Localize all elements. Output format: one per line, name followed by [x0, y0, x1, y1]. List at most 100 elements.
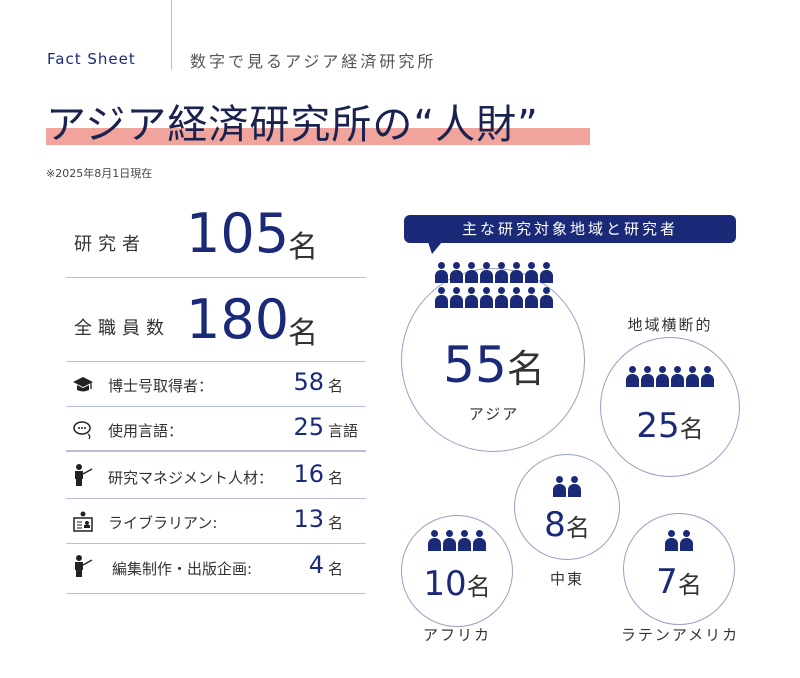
- speech-bubbles-icon: [73, 421, 91, 440]
- detail-label: 研究マネジメント人材：: [108, 469, 274, 487]
- region-value-middle-east: 8名: [514, 505, 620, 545]
- detail-row: 編集制作・出版企画: 4 名: [66, 545, 366, 594]
- person-icon: [686, 366, 699, 387]
- person-icon: [458, 530, 471, 551]
- person-icon: [450, 262, 463, 283]
- region-name-africa: アフリカ: [422, 626, 491, 644]
- person-icon: [568, 476, 581, 497]
- detail-value: 4: [308, 551, 324, 579]
- person-icon: [540, 262, 553, 283]
- region-name-middle-east: 中東: [549, 570, 584, 588]
- people-icons-cross-regional: [600, 366, 740, 387]
- presenter-icon: [75, 464, 93, 486]
- region-circle-cross-regional: [600, 337, 740, 477]
- person-icon: [525, 262, 538, 283]
- person-icon: [443, 530, 456, 551]
- region-circle-asia: [401, 268, 585, 452]
- fact-sheet-label: Fact Sheet: [47, 50, 136, 68]
- person-icon: [671, 366, 684, 387]
- detail-value: 13: [293, 505, 324, 533]
- title-highlight: [46, 128, 590, 145]
- detail-unit: 名: [328, 560, 344, 578]
- detail-row: 研究マネジメント人材： 16 名: [66, 454, 366, 499]
- detail-row: 博士号取得者： 58 名: [66, 362, 366, 407]
- person-icon: [473, 530, 486, 551]
- person-icon: [510, 287, 523, 308]
- people-icons-latin-america: [623, 530, 735, 551]
- people-icons-asia: [433, 262, 555, 308]
- person-icon: [510, 262, 523, 283]
- region-circle-middle-east: [514, 454, 620, 560]
- region-value-cross-regional: 25名: [600, 406, 740, 446]
- detail-value: 25: [293, 413, 324, 441]
- person-icon: [465, 287, 478, 308]
- id-card-icon: [73, 511, 93, 532]
- detail-label: 使用言語：: [108, 422, 184, 440]
- summary-label: 全職員数: [74, 318, 170, 339]
- person-icon: [465, 262, 478, 283]
- person-icon: [540, 287, 553, 308]
- summary-label: 研究者: [74, 234, 146, 255]
- person-icon: [480, 262, 493, 283]
- subtitle: 数字で見るアジア経済研究所: [190, 52, 437, 71]
- person-icon: [435, 287, 448, 308]
- detail-unit: 名: [328, 514, 344, 532]
- region-circle-latin-america: [623, 513, 735, 625]
- region-name-latin-america: ラテンアメリカ: [620, 626, 740, 644]
- summary-unit: 名: [288, 316, 318, 351]
- person-icon: [641, 366, 654, 387]
- detail-value: 16: [293, 460, 324, 488]
- region-name-cross-regional: 地域横断的: [627, 316, 713, 334]
- page-title: アジア経済研究所の“人財”: [46, 102, 539, 148]
- value: 8: [544, 505, 566, 545]
- value: 25: [636, 406, 680, 446]
- region-value-africa: 10名: [401, 564, 513, 604]
- people-icons-africa: [401, 530, 513, 551]
- region-value-asia: 55名: [402, 336, 586, 394]
- presenter-icon: [75, 555, 93, 577]
- detail-label: 編集制作・出版企画:: [112, 560, 253, 578]
- detail-label: 博士号取得者：: [108, 377, 214, 395]
- unit: 名: [677, 571, 702, 599]
- as-of-note: ※2025年8月1日現在: [46, 167, 153, 180]
- value: 7: [656, 562, 678, 602]
- person-icon: [495, 262, 508, 283]
- person-icon: [480, 287, 493, 308]
- person-icon: [701, 366, 714, 387]
- detail-unit: 名: [328, 469, 344, 487]
- detail-value: 58: [293, 368, 324, 396]
- detail-row: ライブラリアン: 13 名: [66, 499, 366, 544]
- regions-heading: 主な研究対象地域と研究者: [404, 215, 736, 243]
- person-icon: [680, 530, 693, 551]
- bubble-tail: [428, 242, 442, 254]
- region-name-asia: アジア: [468, 405, 520, 423]
- person-icon: [435, 262, 448, 283]
- value: 55: [443, 336, 507, 394]
- person-icon: [553, 476, 566, 497]
- detail-unit: 言語: [328, 422, 359, 440]
- person-icon: [656, 366, 669, 387]
- person-icon: [525, 287, 538, 308]
- summary-unit: 名: [288, 230, 318, 265]
- summary-value: 180: [186, 288, 290, 351]
- person-icon: [495, 287, 508, 308]
- summary-researchers: 研究者 105 名: [66, 200, 366, 278]
- divider: [171, 0, 172, 70]
- people-row: [433, 287, 555, 308]
- summary-staff: 全職員数 180 名: [66, 278, 366, 362]
- detail-unit: 名: [328, 377, 344, 395]
- person-icon: [428, 530, 441, 551]
- people-icons-middle-east: [514, 476, 620, 497]
- region-circle-africa: [401, 515, 513, 627]
- region-value-latin-america: 7名: [623, 562, 735, 602]
- person-icon: [450, 287, 463, 308]
- people-row: [433, 262, 555, 283]
- unit: 名: [679, 415, 704, 443]
- detail-row: 使用言語： 25 言語: [66, 407, 366, 452]
- unit: 名: [506, 347, 545, 391]
- unit: 名: [466, 573, 491, 601]
- graduation-cap-icon: [73, 377, 93, 392]
- detail-label: ライブラリアン:: [108, 514, 218, 532]
- summary-value: 105: [186, 202, 290, 265]
- unit: 名: [565, 514, 590, 542]
